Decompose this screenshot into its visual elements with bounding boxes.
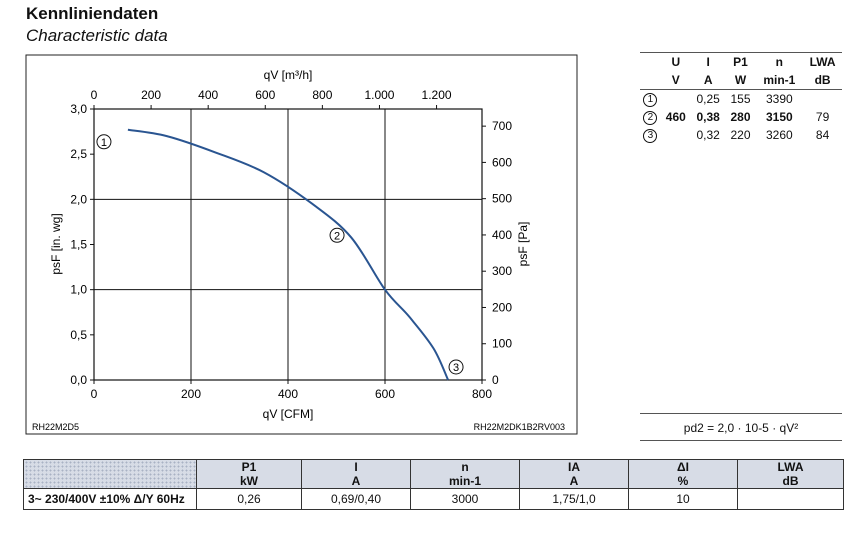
point-marker	[448, 359, 464, 375]
left-tick-label: 0,5	[70, 328, 87, 342]
point-marker-label: 1	[101, 137, 107, 149]
table-cell: 84	[815, 128, 830, 142]
point-marker-label: 1	[643, 93, 658, 107]
point-marker-label: 3	[643, 129, 658, 143]
right-tick-label: 100	[492, 337, 512, 351]
table-cell	[661, 126, 691, 144]
page-title: Kennliniendaten	[26, 4, 159, 23]
right-tick-label: 500	[492, 192, 512, 206]
unit-p1: W	[725, 71, 756, 90]
point-marker	[96, 134, 112, 150]
point-marker-label: 2	[643, 111, 658, 125]
table-cell: 0,38	[696, 110, 720, 124]
point-marker-label: 2	[334, 230, 340, 242]
table-cell	[661, 90, 691, 109]
table-row: 1 0,25 155 3390	[640, 90, 842, 109]
table-cell: 3390	[765, 92, 793, 106]
supply-spec: 3~ 230/400V ±10% Δ/Y 60Hz	[23, 488, 197, 510]
bottom-tick-label: 400	[278, 387, 298, 401]
header-p1: P1 kW	[196, 459, 302, 489]
axis-ticks: 0 200 400 600 8000,00,51,01,52,02,53,0010020…	[70, 88, 512, 401]
right-tick-label: 300	[492, 264, 512, 278]
table-cell: 3150	[765, 110, 793, 124]
table-row: 3 0,32 220 3260 84	[640, 126, 842, 144]
unit-i: A	[690, 71, 726, 90]
table-cell: 0,69/0,40	[301, 488, 411, 510]
bottom-tick-label: 0	[91, 387, 98, 401]
table-cell: 1,75/1,0	[519, 488, 629, 510]
right-tick-label: 200	[492, 300, 512, 314]
left-axis-label: psF [in. wg]	[49, 213, 63, 274]
header-ia: IA A	[519, 459, 629, 489]
table-cell: 10	[628, 488, 738, 510]
top-tick-label: 1.200	[422, 88, 452, 102]
right-axis-label: psF [Pa]	[516, 222, 530, 267]
point-marker-label: 3	[453, 362, 459, 374]
header-n: n	[755, 52, 804, 71]
header-u: U	[660, 52, 691, 71]
top-tick-label: 800	[312, 88, 332, 102]
top-tick-label: 600	[255, 88, 275, 102]
table-cell: 220	[730, 128, 751, 142]
top-tick-label: 1.000	[364, 88, 394, 102]
header-lwa: LWA dB	[737, 459, 844, 489]
table-row: 3~ 230/400V ±10% Δ/Y 60Hz 0,26 0,69/0,40…	[23, 488, 844, 510]
characteristic-chart: 0 200 400 600 8000,00,51,01,52,02,53,0010020…	[25, 54, 578, 435]
point-markers: 1 2 3	[96, 134, 464, 375]
table-cell: 0,26	[196, 488, 302, 510]
gridlines	[94, 109, 482, 380]
bottom-tick-label: 800	[472, 387, 492, 401]
left-tick-label: 1,0	[70, 283, 87, 297]
point-marker	[329, 227, 345, 243]
table-cell: 3260	[765, 128, 793, 142]
operating-point-table: U I P1 n LWA V A W min-1 dB 1 0,25 155 3…	[640, 52, 842, 144]
bottom-axis-label: qV [CFM]	[263, 407, 314, 421]
header-lwa: LWA	[803, 52, 842, 71]
top-axis-label: qV [m³/h]	[264, 68, 313, 82]
page-subtitle: Characteristic data	[26, 26, 168, 45]
right-tick-label: 400	[492, 228, 512, 242]
bottom-tick-label: 600	[375, 387, 395, 401]
table-cell: 3000	[410, 488, 520, 510]
table-cell	[737, 488, 844, 510]
table-cell: 0,25	[696, 92, 720, 106]
series-line	[127, 128, 450, 381]
dynamic-pressure-formula: pd2 = 2,0 · 10-5 · qV²	[640, 413, 842, 441]
header-delta-i: ΔI%	[628, 459, 738, 489]
header-n: n min-1	[410, 459, 520, 489]
point-table-unit-row: V A W min-1 dB	[640, 71, 842, 90]
right-tick-label: 700	[492, 119, 512, 133]
right-tick-label: 0	[492, 373, 499, 387]
top-tick-label: 400	[198, 88, 218, 102]
left-tick-label: 2,5	[70, 147, 87, 161]
point-table-header-row: U I P1 n LWA	[640, 52, 842, 71]
bottom-tick-label: 200	[181, 387, 201, 401]
right-chart-code: RH22M2DK1B2RV003	[474, 422, 565, 432]
left-tick-label: 3,0	[70, 102, 87, 116]
table-cell: 0,32	[696, 128, 720, 142]
top-tick-label: 200	[141, 88, 161, 102]
table-cell: 79	[815, 110, 830, 124]
table-cell: 460	[665, 110, 686, 124]
table-cell	[803, 90, 842, 109]
header-i: I	[690, 52, 726, 71]
chart-frame	[25, 54, 578, 435]
unit-n: min-1	[755, 71, 804, 90]
left-tick-label: 2,0	[70, 192, 87, 206]
unit-u: V	[660, 71, 691, 90]
header-p1: P1	[725, 52, 756, 71]
table-cell: 280	[730, 110, 751, 124]
table-cell: 155	[730, 92, 751, 106]
right-tick-label: 600	[492, 155, 512, 169]
table-row: 2 460 0,38 280 3150 79	[640, 108, 842, 126]
left-chart-code: RH22M2D5	[32, 422, 79, 432]
unit-lwa: dB	[803, 71, 842, 90]
left-tick-label: 1,5	[70, 238, 87, 252]
top-tick-label: 0	[91, 88, 98, 102]
left-tick-label: 0,0	[70, 373, 87, 387]
